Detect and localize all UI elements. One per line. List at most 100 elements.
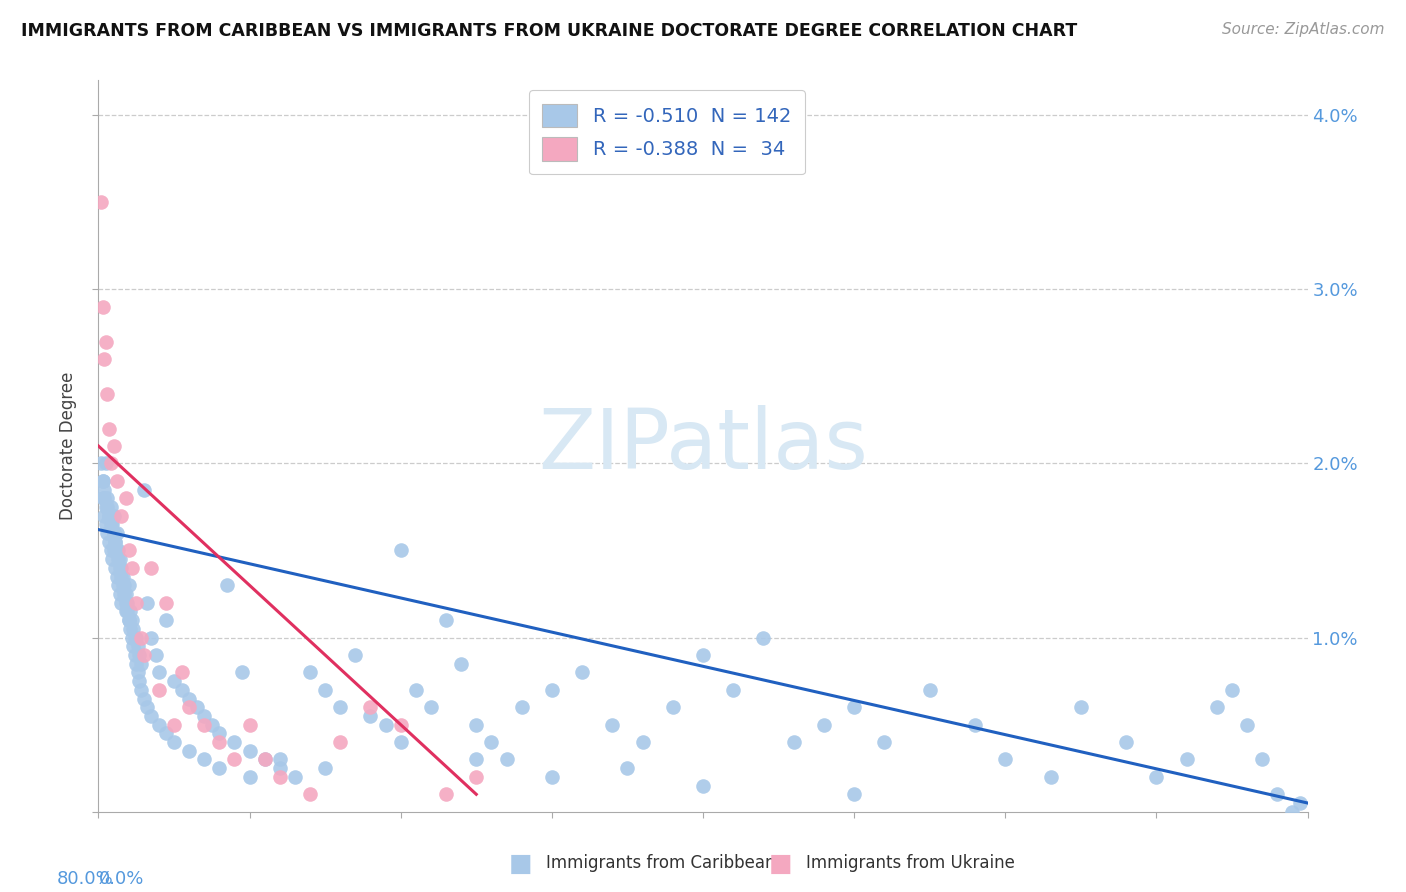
Point	[540, 770, 562, 784]
Point	[91, 300, 114, 314]
Point	[96, 500, 118, 514]
Point	[616, 761, 638, 775]
Point	[114, 587, 136, 601]
Point	[112, 587, 135, 601]
Point	[1070, 700, 1092, 714]
Point	[96, 491, 118, 506]
Point	[239, 744, 262, 758]
Text: ■: ■	[509, 852, 531, 875]
Text: ZIPatlas: ZIPatlas	[538, 406, 868, 486]
Point	[193, 709, 215, 723]
Point	[450, 657, 472, 671]
Point	[104, 534, 127, 549]
Point	[844, 700, 866, 714]
Point	[540, 682, 562, 697]
Text: ■: ■	[769, 852, 792, 875]
Point	[127, 640, 149, 654]
Point	[155, 726, 177, 740]
Point	[100, 500, 122, 514]
Point	[193, 752, 215, 766]
Point	[132, 691, 155, 706]
Y-axis label: Doctorate Degree: Doctorate Degree	[59, 372, 77, 520]
Point	[163, 735, 186, 749]
Text: IMMIGRANTS FROM CARIBBEAN VS IMMIGRANTS FROM UKRAINE DOCTORATE DEGREE CORRELATIO: IMMIGRANTS FROM CARIBBEAN VS IMMIGRANTS …	[21, 22, 1077, 40]
Point	[114, 596, 136, 610]
Point	[110, 596, 132, 610]
Point	[170, 682, 193, 697]
Point	[434, 613, 457, 627]
Point	[114, 604, 136, 618]
Point	[329, 700, 352, 714]
Point	[141, 631, 163, 645]
Point	[918, 682, 941, 697]
Point	[186, 700, 208, 714]
Point	[155, 596, 177, 610]
Point	[141, 709, 163, 723]
Point	[128, 648, 150, 662]
Point	[96, 386, 118, 401]
Point	[179, 700, 201, 714]
Point	[125, 596, 148, 610]
Point	[155, 613, 177, 627]
Point	[129, 631, 152, 645]
Point	[284, 770, 307, 784]
Point	[389, 543, 412, 558]
Point	[1220, 682, 1243, 697]
Point	[103, 543, 125, 558]
Point	[108, 587, 131, 601]
Point	[110, 569, 132, 583]
Point	[374, 717, 396, 731]
Point	[115, 604, 138, 618]
Point	[94, 517, 117, 532]
Point	[269, 770, 291, 784]
Point	[723, 682, 745, 697]
Point	[118, 613, 141, 627]
Point	[103, 508, 125, 523]
Point	[91, 474, 114, 488]
Point	[132, 483, 155, 497]
Point	[239, 770, 262, 784]
Point	[110, 508, 132, 523]
Point	[98, 508, 121, 523]
Point	[101, 552, 124, 566]
Point	[93, 491, 115, 506]
Point	[465, 717, 488, 731]
Point	[163, 674, 186, 689]
Point	[107, 543, 129, 558]
Point	[344, 648, 367, 662]
Point	[100, 543, 122, 558]
Point	[405, 682, 427, 697]
Point	[93, 508, 115, 523]
Point	[231, 665, 253, 680]
Point	[118, 543, 141, 558]
Point	[994, 752, 1017, 766]
Point	[111, 578, 134, 592]
Point	[299, 787, 322, 801]
Point	[129, 682, 152, 697]
Point	[269, 752, 291, 766]
Point	[93, 483, 115, 497]
Point	[465, 752, 488, 766]
Point	[118, 613, 141, 627]
Point	[121, 561, 143, 575]
Point	[100, 517, 122, 532]
Point	[103, 526, 125, 541]
Point	[122, 640, 145, 654]
Point	[132, 648, 155, 662]
Point	[94, 500, 117, 514]
Point	[112, 578, 135, 592]
Point	[253, 752, 276, 766]
Point	[692, 779, 714, 793]
Point	[224, 752, 246, 766]
Point	[105, 526, 128, 541]
Point	[98, 421, 121, 435]
Point	[314, 761, 336, 775]
Point	[224, 735, 246, 749]
Point	[510, 700, 533, 714]
Text: 80.0%: 80.0%	[56, 871, 114, 888]
Point	[844, 787, 866, 801]
Point	[1281, 805, 1303, 819]
Text: Source: ZipAtlas.com: Source: ZipAtlas.com	[1222, 22, 1385, 37]
Point	[115, 596, 138, 610]
Point	[420, 700, 443, 714]
